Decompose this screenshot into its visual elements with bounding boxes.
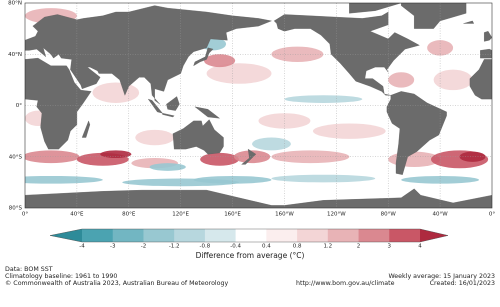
- lon-label: 120°E: [172, 212, 189, 218]
- legend-title: Difference from average (°C): [196, 251, 305, 260]
- anomaly-patch: [200, 152, 240, 166]
- graticule: [25, 3, 492, 208]
- anomaly-patch: [312, 123, 386, 139]
- landmass: [480, 48, 492, 59]
- anomaly-patch: [433, 69, 473, 91]
- map-frame: [24, 2, 493, 209]
- colorbar-tick-label: -0.4: [230, 244, 241, 250]
- lon-label: 80°E: [122, 212, 136, 218]
- lat-label: 80°S: [9, 206, 23, 212]
- lat-labels: 80°N 40°N 0° 40°S 80°S: [8, 1, 22, 212]
- colorbar-tick-label: 4: [418, 244, 422, 250]
- color-swatch: [82, 229, 114, 242]
- lon-label: 160°E: [224, 212, 241, 218]
- color-swatch: [266, 229, 298, 242]
- landmass: [172, 119, 224, 155]
- lat-label: 40°S: [9, 154, 23, 160]
- landmass: [241, 148, 257, 165]
- anomaly-patch: [388, 72, 415, 88]
- colorbar-tick-label: -0.8: [200, 244, 211, 250]
- anomaly-patch: [25, 150, 80, 164]
- anomaly-patch: [271, 174, 376, 183]
- lon-label: 80°W: [381, 212, 397, 218]
- color-swatch: [235, 229, 267, 242]
- color-swatch: [50, 229, 82, 242]
- colorbar-tick-label: -2: [141, 244, 146, 250]
- colorbar-tick-label: -4: [79, 244, 85, 250]
- anomaly-patch: [204, 54, 236, 68]
- landmass: [194, 106, 221, 119]
- color-swatch: [112, 229, 144, 242]
- color-swatch: [358, 229, 390, 242]
- anomaly-patch: [92, 82, 140, 103]
- landmass: [81, 120, 91, 138]
- created: Created: 16/01/2023: [430, 280, 495, 287]
- color-swatch: [389, 229, 421, 242]
- colorbar-tick-label: 3: [388, 244, 392, 250]
- color-swatch: [420, 229, 448, 242]
- anomaly-patch: [252, 137, 291, 151]
- anomaly-patch: [193, 175, 272, 184]
- colorbar-tick-label: -3: [110, 244, 116, 250]
- lon-label: 0°: [22, 212, 28, 218]
- colorbar: -4 -3 -2 -1.2 -0.8 -0.4 0.4 0.8 1.2 2 3 4: [49, 228, 449, 250]
- landmass: [25, 188, 492, 208]
- anomaly-patch: [100, 150, 132, 159]
- colorbar-tick-label: -1.2: [169, 244, 180, 250]
- url: http://www.bom.gov.au/climate: [296, 280, 395, 287]
- anomaly-patch: [149, 163, 186, 171]
- land: [25, 3, 492, 208]
- lon-labels: 0° 40°E 80°E 120°E 160°E 160°W 120°W 80°W 40°W 0°: [22, 212, 495, 218]
- anomaly-patch: [135, 129, 175, 146]
- lat-label: 40°N: [8, 52, 22, 58]
- lon-label: 160°W: [275, 212, 294, 218]
- lat-label: 0°: [16, 103, 22, 109]
- color-swatch: [174, 229, 206, 242]
- color-swatch: [297, 229, 329, 242]
- landmass: [273, 11, 420, 96]
- anomaly-patch: [284, 95, 363, 103]
- lon-label: 0°: [489, 212, 495, 218]
- landmass: [162, 113, 175, 118]
- colorbar-tick-label: 1.2: [323, 244, 332, 250]
- lat-label: 80°N: [8, 1, 22, 7]
- landmass: [166, 96, 180, 111]
- lon-label: 40°E: [70, 212, 84, 218]
- anomaly-patch: [427, 40, 454, 56]
- colorbar-tick-label: 0.4: [262, 244, 271, 250]
- landmass: [386, 91, 447, 175]
- landmass: [469, 59, 492, 100]
- colorbar-tick-label: 0.8: [293, 244, 302, 250]
- landmass: [193, 47, 214, 67]
- color-swatch: [327, 229, 359, 242]
- landmass: [484, 31, 492, 42]
- copyright: © Commonwealth of Australia 2023, Austra…: [5, 279, 229, 287]
- baseline: Climatology baseline: 1961 to 1990: [5, 273, 117, 280]
- color-swatch: [204, 229, 236, 242]
- source: Data: BOM SST: [5, 266, 53, 273]
- lon-label: 120°W: [327, 212, 346, 218]
- lon-label: 40°W: [433, 212, 449, 218]
- landmass: [401, 3, 467, 29]
- colorbar-outline: [49, 228, 449, 243]
- colorbar-tick-label: 2: [357, 244, 361, 250]
- color-swatch: [143, 229, 175, 242]
- anomaly-patch: [401, 175, 480, 184]
- anomaly-patch: [206, 63, 272, 84]
- period: Weekly average: 15 January 2023: [388, 273, 495, 280]
- landmass: [25, 5, 273, 105]
- landmass: [463, 20, 475, 24]
- anomaly-patch: [25, 175, 103, 184]
